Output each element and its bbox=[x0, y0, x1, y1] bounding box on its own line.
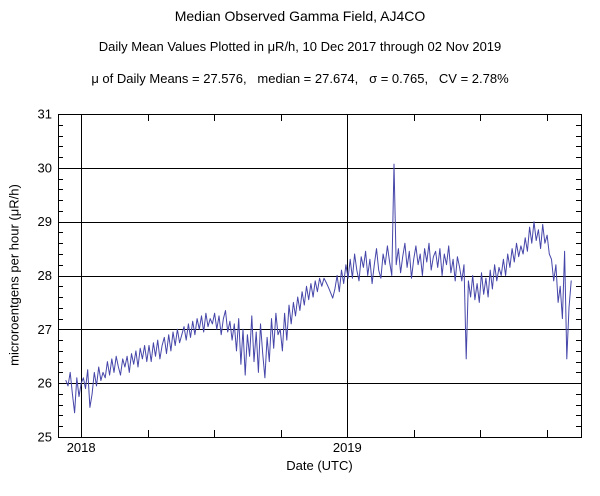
y-tick-label: 28 bbox=[38, 268, 52, 283]
data-line-daily-mean-gamma-field bbox=[65, 163, 572, 414]
y-tick-label: 26 bbox=[38, 376, 52, 391]
x-tick-label: 2018 bbox=[67, 440, 96, 455]
chart-subtitle: Daily Mean Values Plotted in μR/h, 10 De… bbox=[98, 39, 502, 54]
tick-labels: 25 26 27 28 29 30 31 2018 2019 bbox=[38, 107, 362, 456]
grid-and-ticks bbox=[58, 114, 581, 437]
y-tick-label: 25 bbox=[38, 430, 52, 445]
chart-title: Median Observed Gamma Field, AJ4CO bbox=[174, 8, 426, 24]
y-tick-label: 31 bbox=[38, 107, 52, 122]
x-axis-label: Date (UTC) bbox=[286, 458, 353, 473]
y-tick-label: 29 bbox=[38, 214, 52, 229]
x-tick-label: 2019 bbox=[333, 440, 362, 455]
plot-frame bbox=[58, 114, 582, 438]
y-tick-label: 30 bbox=[38, 160, 52, 175]
y-tick-label: 27 bbox=[38, 322, 52, 337]
chart-stats-line: μ of Daily Means = 27.576, median = 27.6… bbox=[91, 71, 509, 86]
